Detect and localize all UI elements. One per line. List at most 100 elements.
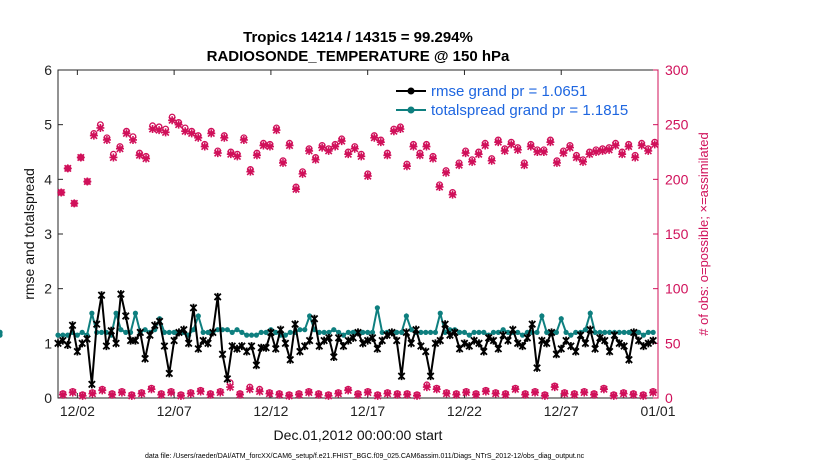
totalspread-point (427, 329, 434, 335)
assimilated-point (429, 154, 437, 163)
rmse-point (271, 344, 280, 353)
rmse-point (213, 292, 222, 301)
rmse-point (596, 333, 604, 342)
assimilated-low-point (226, 383, 235, 392)
assimilated-low-point (609, 391, 618, 400)
totalspread-point (553, 329, 559, 335)
rmse-point (63, 340, 72, 349)
totalspread-point (369, 329, 376, 335)
rmse-point (233, 344, 241, 353)
totalspread-point (205, 329, 211, 335)
assimilated-point (402, 162, 411, 171)
assimilated-point (572, 153, 581, 162)
rmse-point (446, 331, 454, 340)
totalspread-point (195, 313, 201, 319)
assimilated-point (265, 142, 274, 151)
rmse-point (576, 331, 585, 340)
assimilated-low-point (373, 391, 382, 400)
assimilated-point (539, 148, 548, 156)
totalspread-point (365, 329, 371, 335)
totalspread-point (0, 329, 3, 335)
totalspread-point (345, 329, 351, 335)
rmse-point (436, 336, 445, 345)
assimilated-point (122, 129, 131, 138)
rmse-point (383, 331, 391, 340)
rmse-series (55, 290, 657, 389)
assimilated-point (200, 142, 209, 151)
totalspread-point (457, 329, 463, 335)
y-tick-right-label: 100 (665, 281, 689, 297)
assimilated-low-point (137, 389, 146, 398)
rmse-point (625, 355, 633, 364)
assimilated-point (559, 149, 568, 158)
assimilated-point (96, 123, 105, 132)
assimilated-point (442, 168, 451, 177)
rmse-point (121, 312, 130, 320)
totalspread-point (471, 329, 477, 335)
assimilated-point (239, 135, 248, 144)
rmse-point (359, 339, 367, 348)
rmse-point (141, 354, 149, 363)
assimilated-point (285, 141, 294, 150)
assimilated-point (624, 142, 633, 151)
totalspread-point (476, 329, 482, 335)
rmse-point (441, 320, 449, 329)
rmse-point (460, 339, 469, 348)
x-tick-label: 12/27 (544, 403, 579, 419)
assimilated-point (474, 150, 483, 159)
rmse-point (291, 320, 299, 329)
assimilated-low-point (393, 390, 402, 399)
assimilated-point (168, 116, 177, 125)
x-tick-label: 12/07 (157, 403, 192, 419)
assimilated-point (592, 148, 601, 156)
footer-data-file: data file: /Users/raeder/DAI/ATM_forcXX/… (145, 453, 585, 460)
assimilated-low-point (314, 390, 323, 399)
assimilated-point (292, 185, 301, 194)
rmse-point (325, 333, 333, 342)
assimilated-point (650, 140, 659, 149)
rmse-point (179, 325, 188, 334)
rmse-point (155, 317, 164, 326)
assimilated-point (109, 153, 118, 162)
rmse-point (354, 328, 362, 337)
assimilated-point (605, 145, 614, 154)
assimilated-point (370, 133, 379, 142)
assimilated-low-point (462, 388, 471, 397)
assimilated-low-point (324, 391, 333, 400)
totalspread-point (336, 329, 342, 335)
totalspread-point (558, 316, 564, 322)
totalspread-point (89, 310, 95, 316)
totalspread-point (79, 329, 85, 335)
assimilated-point (161, 128, 170, 137)
assimilated-low-point (58, 390, 67, 399)
totalspread-point (258, 329, 264, 335)
rmse-point (538, 336, 546, 345)
totalspread-point (132, 310, 139, 316)
totalspread-point (645, 329, 651, 335)
assimilated-low-point (334, 389, 343, 398)
totalspread-point (321, 329, 327, 335)
assimilated-low-point (540, 391, 549, 400)
assimilated-point (102, 135, 111, 144)
assimilated-point (494, 138, 503, 147)
assimilated-point (552, 158, 561, 167)
assimilated-point (115, 144, 124, 153)
rmse-point (407, 339, 416, 348)
rmse-point (194, 344, 203, 353)
assimilated-point (311, 155, 320, 164)
assimilated-low-point (147, 385, 156, 394)
rmse-point (276, 325, 285, 334)
assimilated-point (448, 190, 457, 199)
assimilated-point (520, 161, 529, 170)
totalspread-point (573, 329, 579, 335)
totalspread-point (481, 329, 487, 335)
assimilated-point (611, 141, 620, 150)
rmse-point (184, 339, 193, 348)
assimilated-low-point (206, 390, 215, 399)
rmse-point (175, 328, 183, 337)
totalspread-point (563, 329, 569, 335)
rmse-point (533, 363, 541, 372)
legend-spread-label: totalspread grand pr = 1.1815 (431, 102, 628, 119)
rmse-point (112, 339, 120, 348)
totalspread-point (423, 329, 429, 335)
